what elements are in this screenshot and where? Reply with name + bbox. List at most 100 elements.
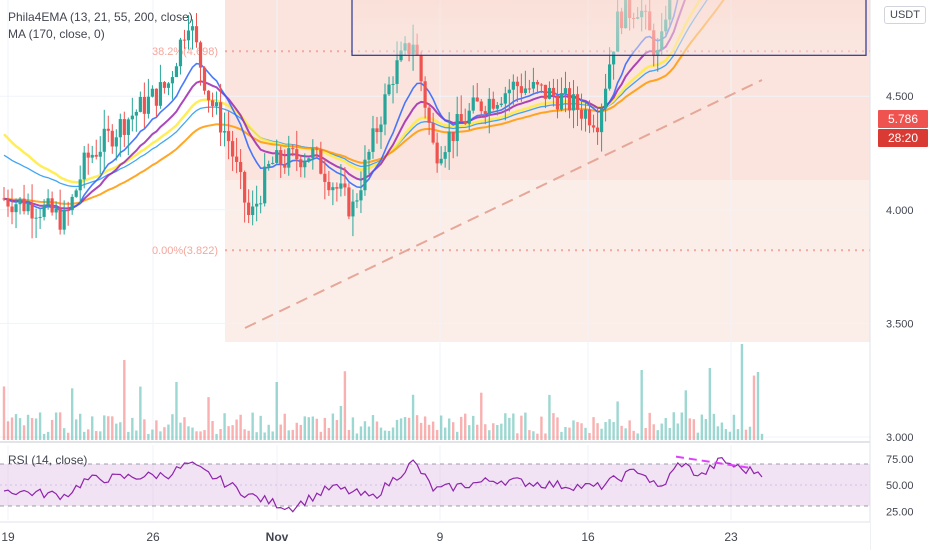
candle-body <box>375 128 379 133</box>
candle-body <box>295 149 299 160</box>
candle-body <box>455 114 459 142</box>
volume-bar <box>207 397 210 440</box>
rsi-legend[interactable]: RSI (14, close) <box>8 453 88 467</box>
volume-bar <box>760 433 764 440</box>
candle-body <box>166 83 171 88</box>
volume-bar <box>299 424 302 440</box>
volume-bar <box>163 427 166 440</box>
volume-bar <box>512 413 515 440</box>
candle-body <box>319 149 323 174</box>
volume-bar <box>648 412 651 440</box>
volume-bar <box>143 419 146 440</box>
candle-body <box>22 198 26 212</box>
volume-bar <box>327 427 331 440</box>
volume-bar <box>552 413 555 440</box>
volume-bar <box>331 413 335 440</box>
volume-bar <box>66 432 70 440</box>
volume-bar <box>484 424 487 440</box>
volume-bar <box>748 426 752 440</box>
candle-body <box>559 93 564 110</box>
candle-body <box>150 88 154 97</box>
candle-body <box>603 88 608 109</box>
volume-bar <box>492 423 495 440</box>
volume-bar <box>79 413 82 440</box>
volume-bar <box>664 418 667 440</box>
volume-bar <box>624 428 627 440</box>
volume-bar <box>187 426 190 440</box>
volume-bar <box>119 422 122 440</box>
volume-bar <box>303 416 306 440</box>
currency-selector[interactable]: USDT <box>884 6 926 24</box>
volume-bar <box>644 428 647 440</box>
candle-body <box>467 110 471 124</box>
volume-bar <box>520 415 523 440</box>
candle-body <box>359 190 363 201</box>
volume-bar <box>295 422 298 440</box>
candle-body <box>30 203 34 219</box>
volume-bar <box>640 370 643 440</box>
candle-body <box>323 173 327 182</box>
volume-bar <box>62 428 66 440</box>
ema21-line <box>3 0 686 210</box>
candle-body <box>182 39 187 41</box>
ma-legend[interactable]: MA (170, close, 0) <box>8 27 105 41</box>
candle-body <box>138 96 142 112</box>
volume-bar <box>672 412 675 440</box>
candle-body <box>186 30 191 41</box>
volume-bar <box>540 416 543 440</box>
candle-body <box>551 87 556 96</box>
price-axis-panel <box>870 0 932 550</box>
volume-bar <box>524 412 527 440</box>
volume-bar <box>668 427 671 440</box>
volume-bar <box>612 422 615 440</box>
volume-bar <box>600 428 603 440</box>
volume-bar <box>107 416 110 440</box>
volume-bar <box>91 416 94 440</box>
candle-body <box>142 96 146 114</box>
ema-legend[interactable]: Phila4EMA (13, 21, 55, 200, close) <box>8 10 193 24</box>
volume-bar <box>736 429 740 440</box>
candle-body <box>427 107 431 123</box>
volume-bar <box>279 424 282 440</box>
candle-body <box>263 166 267 204</box>
volume-bar <box>315 418 319 440</box>
volume-bar <box>131 417 134 440</box>
candle-body <box>291 148 295 150</box>
volume-bar <box>155 420 158 440</box>
volume-bar <box>403 417 407 440</box>
volume-bar <box>652 424 655 440</box>
candle-body <box>315 148 319 150</box>
volume-bar <box>688 418 692 440</box>
candle-body <box>555 95 560 110</box>
candle-body <box>14 204 18 213</box>
volume-bar <box>311 416 315 440</box>
candle-body <box>126 119 130 135</box>
volume-bar <box>339 406 343 440</box>
volume-bar <box>18 418 22 440</box>
volume-bar <box>472 415 475 440</box>
candle-body <box>303 161 307 168</box>
candle-body <box>515 81 519 87</box>
candle-body <box>387 84 391 95</box>
candle-body <box>503 93 507 104</box>
volume-bar <box>447 418 451 440</box>
volume-bar <box>391 427 395 440</box>
candle-body <box>283 164 287 168</box>
volume-bar <box>351 417 355 440</box>
candle-body <box>491 98 495 109</box>
candle-body <box>222 131 227 133</box>
candle-body <box>239 161 243 173</box>
volume-bar <box>291 429 294 440</box>
volume-bar <box>191 427 194 440</box>
volume-bar <box>34 418 38 440</box>
candle-body <box>251 206 255 216</box>
volume-bar <box>476 424 479 440</box>
candle-body <box>435 142 439 164</box>
candle-body <box>194 26 199 43</box>
volume-bar <box>50 419 54 440</box>
volume-bar <box>46 431 50 440</box>
demand-zone-box <box>351 0 867 56</box>
candle-body <box>583 109 588 119</box>
candle-body <box>451 131 455 142</box>
